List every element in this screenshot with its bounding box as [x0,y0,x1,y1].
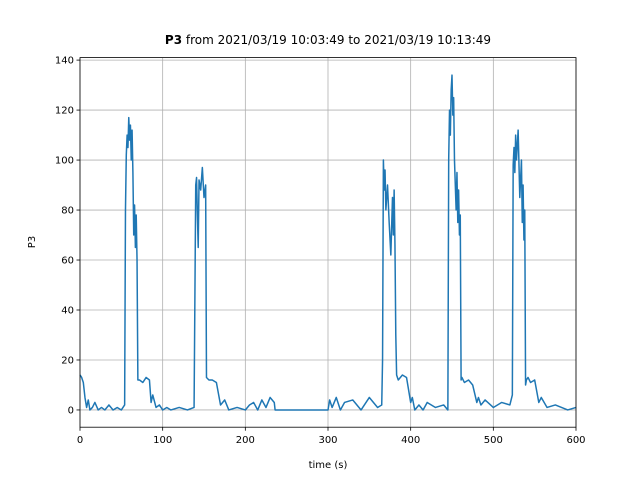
x-tick-label: 300 [318,435,337,446]
y-tick-label: 100 [55,156,74,167]
data-line [79,74,577,411]
x-tick-label: 0 [77,435,83,446]
title-text: from 2021/03/19 10:03:49 to 2021/03/19 1… [186,33,491,47]
x-tick-label: 200 [236,435,255,446]
x-tick-label: 100 [153,435,172,446]
title-name: P3 [165,33,182,47]
x-tick-label: 600 [566,435,585,446]
y-tick-label: 80 [61,206,74,217]
x-tick-label: 500 [484,435,503,446]
chart-title: P3 from 2021/03/19 10:03:49 to 2021/03/1… [165,33,491,47]
plot-frame [79,57,577,428]
y-tick-label: 40 [61,305,74,316]
y-tick-label: 60 [61,256,74,267]
y-tick-label: 20 [61,355,74,366]
y-tick-label: 120 [55,106,74,117]
x-axis-label: time (s) [309,460,348,471]
y-tick-label: 140 [55,56,74,67]
x-tick-label: 400 [401,435,420,446]
y-tick-label: 0 [68,405,74,416]
y-axis-label: P3 [27,236,38,248]
